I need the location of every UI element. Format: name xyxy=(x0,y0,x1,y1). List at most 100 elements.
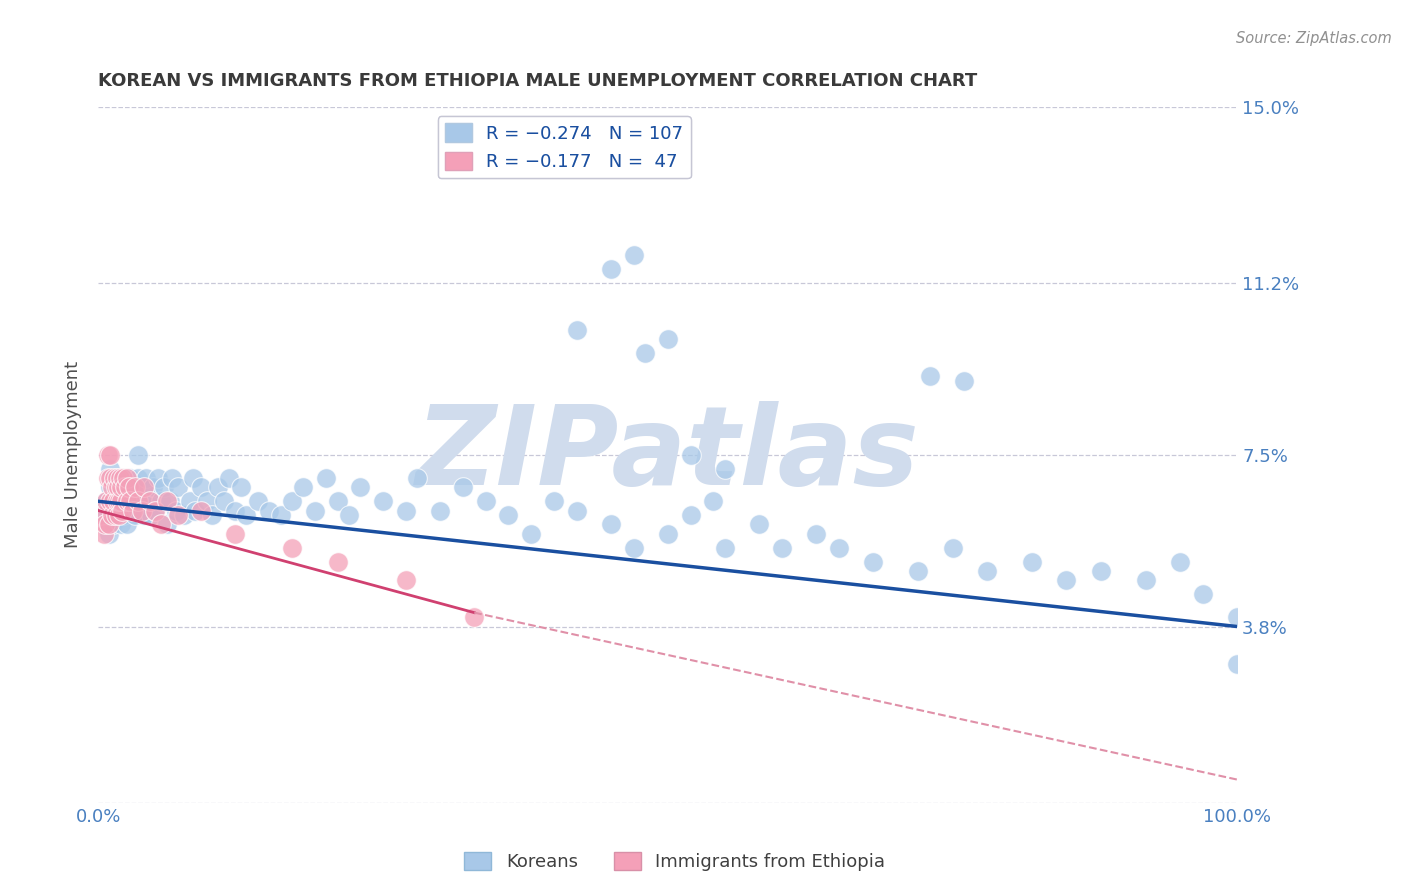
Point xyxy=(120,494,142,508)
Point xyxy=(96,517,118,532)
Point xyxy=(142,480,165,494)
Point xyxy=(131,503,153,517)
Point xyxy=(337,508,360,523)
Point xyxy=(115,517,138,532)
Point xyxy=(201,508,224,523)
Point xyxy=(326,555,349,569)
Point xyxy=(623,248,645,262)
Point xyxy=(103,471,125,485)
Point xyxy=(748,517,770,532)
Point xyxy=(93,508,115,523)
Point xyxy=(679,448,702,462)
Point xyxy=(97,526,120,541)
Point xyxy=(395,503,418,517)
Point xyxy=(326,494,349,508)
Point xyxy=(104,508,127,523)
Point xyxy=(98,480,121,494)
Point xyxy=(315,471,337,485)
Point xyxy=(600,262,623,277)
Point xyxy=(103,517,125,532)
Point xyxy=(159,494,181,508)
Point xyxy=(115,471,138,485)
Point xyxy=(804,526,827,541)
Point xyxy=(153,480,176,494)
Point xyxy=(127,471,149,485)
Point xyxy=(94,517,117,532)
Legend: R = −0.274   N = 107, R = −0.177   N =  47: R = −0.274 N = 107, R = −0.177 N = 47 xyxy=(437,116,690,178)
Point xyxy=(1170,555,1192,569)
Point xyxy=(259,503,281,517)
Point xyxy=(117,503,139,517)
Point xyxy=(623,541,645,555)
Point xyxy=(132,508,155,523)
Point xyxy=(156,517,179,532)
Point xyxy=(953,374,976,388)
Point xyxy=(98,448,121,462)
Point xyxy=(121,494,143,508)
Point xyxy=(1226,610,1249,624)
Point xyxy=(657,526,679,541)
Point xyxy=(565,323,588,337)
Point xyxy=(224,503,246,517)
Point xyxy=(1090,564,1112,578)
Point xyxy=(714,541,737,555)
Legend: Koreans, Immigrants from Ethiopia: Koreans, Immigrants from Ethiopia xyxy=(457,845,893,879)
Point xyxy=(111,503,134,517)
Point xyxy=(132,480,155,494)
Point xyxy=(1021,555,1043,569)
Point xyxy=(121,503,143,517)
Point xyxy=(212,494,235,508)
Point xyxy=(139,508,162,523)
Point xyxy=(90,508,112,523)
Point xyxy=(150,517,173,532)
Point xyxy=(124,508,146,523)
Point xyxy=(218,471,240,485)
Point xyxy=(105,494,128,508)
Point xyxy=(127,448,149,462)
Point xyxy=(108,508,131,523)
Point xyxy=(112,471,135,485)
Point xyxy=(104,480,127,494)
Point xyxy=(96,494,118,508)
Point xyxy=(101,494,124,508)
Point xyxy=(107,480,129,494)
Point xyxy=(520,526,543,541)
Point xyxy=(110,480,132,494)
Point xyxy=(108,480,131,494)
Point xyxy=(96,448,118,462)
Point xyxy=(565,503,588,517)
Point xyxy=(98,494,121,508)
Point xyxy=(190,503,212,517)
Point xyxy=(918,369,941,384)
Point xyxy=(162,471,184,485)
Point xyxy=(229,480,252,494)
Point xyxy=(127,494,149,508)
Point xyxy=(224,526,246,541)
Point xyxy=(349,480,371,494)
Point xyxy=(371,494,394,508)
Point xyxy=(862,555,884,569)
Point xyxy=(463,610,485,624)
Point xyxy=(98,462,121,476)
Point xyxy=(543,494,565,508)
Point xyxy=(184,503,207,517)
Point xyxy=(146,471,169,485)
Point xyxy=(138,494,160,508)
Point xyxy=(1135,573,1157,587)
Point xyxy=(96,494,118,508)
Point xyxy=(498,508,520,523)
Point xyxy=(235,508,257,523)
Point xyxy=(304,503,326,517)
Point xyxy=(429,503,451,517)
Point xyxy=(112,508,135,523)
Point xyxy=(108,494,131,508)
Point xyxy=(281,494,304,508)
Point xyxy=(132,480,155,494)
Point xyxy=(110,494,132,508)
Point xyxy=(714,462,737,476)
Point xyxy=(135,471,157,485)
Point xyxy=(103,494,125,508)
Point xyxy=(600,517,623,532)
Point xyxy=(942,541,965,555)
Point xyxy=(406,471,429,485)
